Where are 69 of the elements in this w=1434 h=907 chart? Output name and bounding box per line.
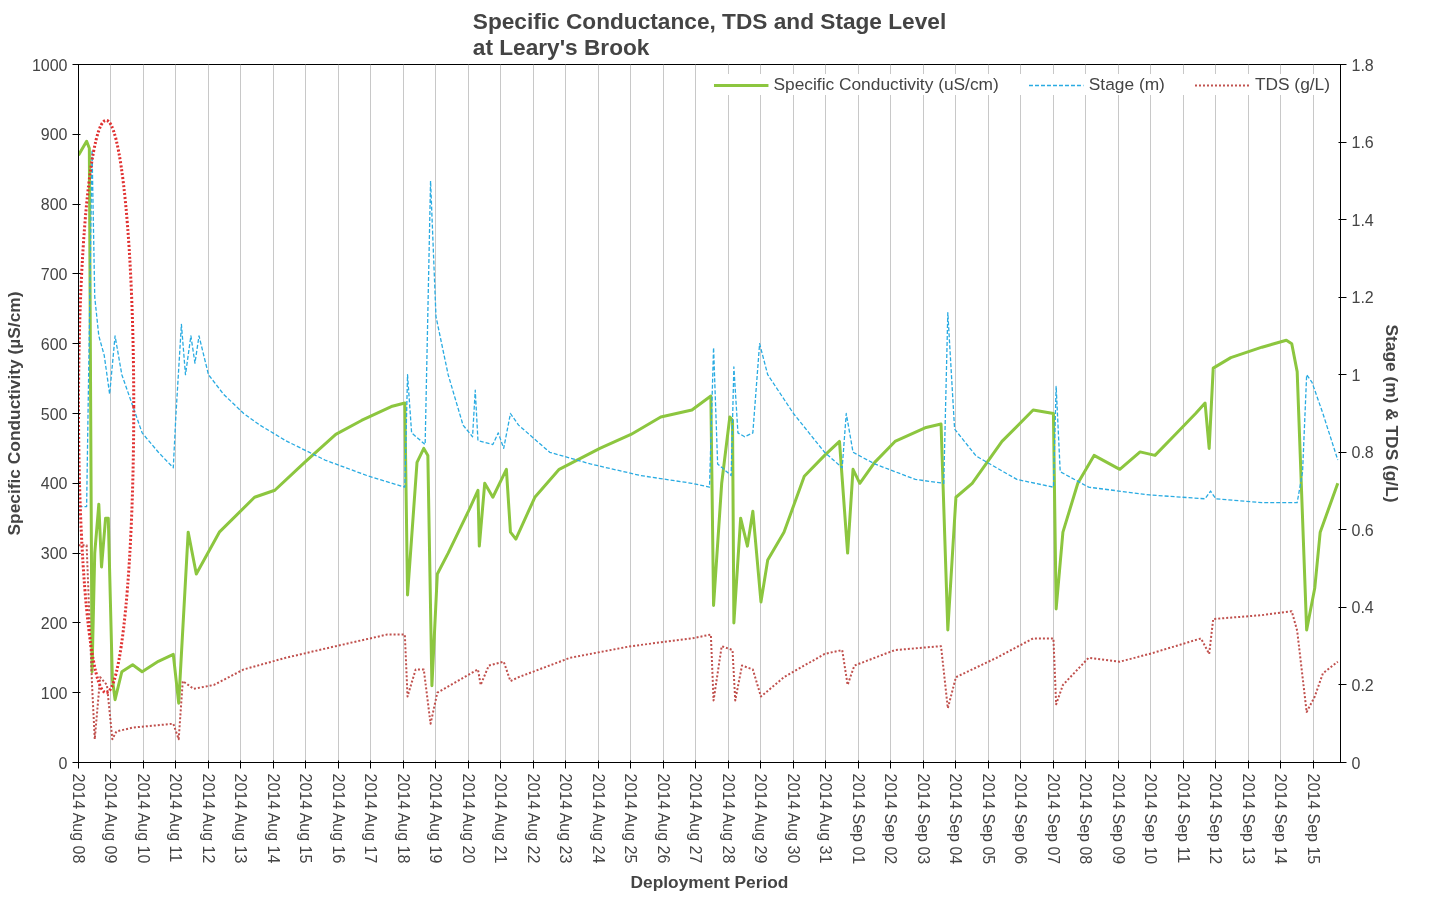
x-tick-label: 2014 Aug 31	[817, 773, 835, 864]
x-tick-label: 2014 Aug 11	[167, 773, 185, 863]
x-tick-label: 2014 Aug 12	[199, 773, 217, 864]
x-tick-label: 2014 Aug 30	[784, 773, 802, 864]
x-tick-label: 2014 Aug 21	[492, 773, 510, 864]
x-tick-label: 2014 Sep 15	[1304, 773, 1322, 865]
legend-label: Specific Conductivity (uS/cm)	[773, 74, 999, 95]
chart-title: Specific Conductance, TDS and Stage Level at Leary's Brook	[472, 7, 947, 60]
y-tick-label: 200	[40, 614, 68, 632]
x-tick-label: 2014 Aug 25	[622, 773, 640, 864]
y2-tick-label: 0.6	[1351, 521, 1374, 539]
y-tick-label: 300	[40, 545, 68, 563]
x-tick-label: 2014 Aug 20	[459, 773, 477, 864]
x-tick-label: 2014 Aug 24	[589, 773, 607, 864]
y-tick-label: 100	[40, 684, 68, 702]
y-tick-label: 600	[40, 335, 68, 353]
x-tick-label: 2014 Aug 22	[524, 773, 542, 864]
x-tick-label: 2014 Sep 14	[1272, 773, 1290, 865]
x-tick-label: 2014 Aug 19	[427, 773, 445, 864]
x-tick-label: 2014 Aug 17	[362, 773, 380, 864]
x-tick-label: 2014 Aug 10	[135, 773, 152, 864]
y-tick-label: 700	[40, 265, 68, 283]
x-tick-label: 2014 Sep 08	[1077, 773, 1095, 865]
x-tick-label: 2014 Sep 06	[1012, 773, 1030, 865]
y2-tick-label: 0.8	[1351, 444, 1374, 462]
x-tick-label: 2014 Aug 13	[232, 773, 250, 864]
x-tick-label: 2014 Sep 07	[1044, 773, 1062, 865]
x-tick-label: 2014 Aug 28	[719, 773, 737, 864]
x-tick-label: 2014 Sep 05	[979, 773, 997, 865]
y-tick-label: 0	[58, 754, 68, 772]
x-tick-label: 2014 Aug 09	[102, 773, 120, 864]
x-tick-label: 2014 Aug 16	[329, 773, 347, 864]
x-tick-label: 2014 Aug 26	[654, 773, 672, 864]
line-series	[78, 544, 1339, 741]
y2-tick-label: 0.4	[1351, 599, 1374, 617]
legend-label: Stage (m)	[1088, 74, 1165, 95]
legend-label: TDS (g/L)	[1254, 74, 1330, 95]
y-tick-label: 500	[40, 405, 68, 423]
x-tick-label: 2014 Sep 03	[914, 773, 932, 865]
x-tick-label: 2014 Sep 02	[882, 773, 900, 865]
y-tick-label: 400	[40, 475, 68, 493]
x-tick-label: 2014 Aug 15	[297, 773, 315, 864]
x-tick-label: 2014 Sep 12	[1207, 773, 1225, 865]
y-axis-title: Specific Conductivity (µS/cm)	[3, 291, 24, 536]
y2-tick-label: 1.2	[1351, 289, 1374, 307]
line-series	[78, 139, 1340, 705]
x-tick-label: 2014 Sep 09	[1109, 773, 1127, 865]
y2-tick-label: 1.4	[1351, 211, 1374, 229]
y2-tick-label: 0	[1351, 754, 1361, 772]
y-tick-label: 900	[40, 126, 68, 144]
x-tick-label: 2014 Sep 10	[1142, 773, 1160, 865]
x-tick-label: 2014 Sep 01	[849, 773, 867, 865]
x-tick-label: 2014 Sep 11	[1174, 773, 1192, 864]
x-tick-label: 2014 Aug 27	[687, 773, 705, 864]
x-axis-title: Deployment Period	[630, 872, 789, 893]
y-tick-label: 800	[40, 196, 68, 214]
x-tick-label: 2014 Sep 04	[947, 773, 965, 865]
y-tick-label: 1000	[31, 56, 68, 74]
y2-axis-title: Stage (m) & TDS (g/L)	[1381, 324, 1402, 503]
y2-tick-label: 1.6	[1351, 134, 1374, 152]
x-tick-label: 2014 Aug 08	[70, 773, 87, 864]
x-tick-label: 2014 Aug 29	[752, 773, 770, 864]
y2-tick-label: 1	[1351, 366, 1361, 384]
y2-tick-label: 1.8	[1351, 56, 1374, 74]
y2-tick-label: 0.2	[1351, 676, 1374, 694]
x-tick-label: 2014 Sep 13	[1239, 773, 1257, 865]
x-tick-label: 2014 Aug 23	[557, 773, 575, 864]
x-tick-label: 2014 Aug 14	[264, 773, 282, 864]
x-tick-label: 2014 Aug 18	[394, 773, 412, 864]
